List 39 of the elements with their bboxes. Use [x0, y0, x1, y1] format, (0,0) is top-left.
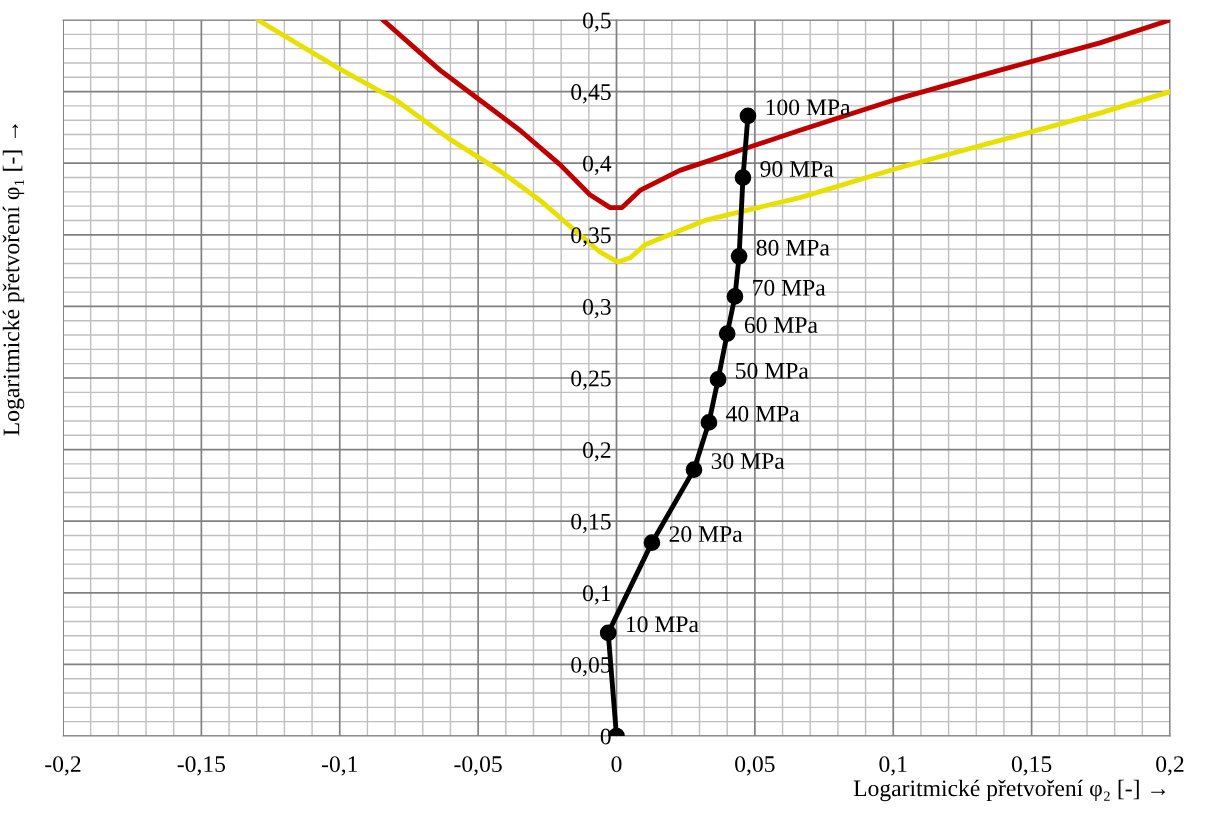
point: [709, 371, 727, 388]
point: [685, 461, 703, 478]
annotation: 70 MPa: [753, 279, 826, 296]
x-tick-label: 0,05: [735, 756, 775, 776]
point: [726, 288, 744, 305]
y-tick-label: 0,5: [583, 12, 611, 32]
point: [700, 414, 718, 431]
annotation: 40 MPa: [726, 405, 800, 422]
x-tick-label: 0,1: [879, 756, 907, 776]
x-tick-label: -0,2: [45, 756, 81, 776]
y-tick-label: 0,25: [571, 370, 611, 390]
x-tick-label: -0,15: [177, 756, 226, 776]
point: [643, 534, 661, 552]
annotation: 30 MPa: [711, 453, 785, 470]
annotation: 50 MPa: [736, 362, 809, 379]
annotation: 80 MPa: [756, 239, 830, 256]
x-tick-label: 0,15: [1011, 756, 1052, 776]
point: [739, 107, 757, 125]
x-tick-label: -0,05: [454, 756, 502, 776]
x-tick-label: 0,2: [1156, 756, 1184, 776]
y-axis-title: Logaritmické přetvoření φ₁ [-] →: [2, 124, 25, 436]
x-axis-title: Logaritmické přetvoření φ₂ [-] →: [853, 779, 1166, 802]
x-tick-label: 0: [611, 756, 622, 773]
y-tick-label: 0,4: [583, 155, 612, 176]
y-tick-label: 0,45: [571, 84, 611, 104]
annotation: 20 MPa: [669, 526, 743, 543]
annotation: 100 MPa: [766, 99, 851, 116]
point: [730, 247, 748, 265]
y-tick-label: 0,1: [583, 585, 611, 605]
point: [599, 624, 617, 642]
point: [734, 169, 752, 186]
x-tick-label: -0,1: [321, 756, 358, 776]
point: [718, 325, 736, 342]
y-tick-label: 0,3: [583, 298, 611, 319]
annotation: 10 MPa: [626, 616, 699, 633]
annotation: 60 MPa: [744, 317, 818, 333]
y-tick-label: 0,2: [583, 442, 611, 462]
y-tick-label: 0,15: [571, 513, 611, 534]
annotation: 90 MPa: [760, 160, 834, 177]
